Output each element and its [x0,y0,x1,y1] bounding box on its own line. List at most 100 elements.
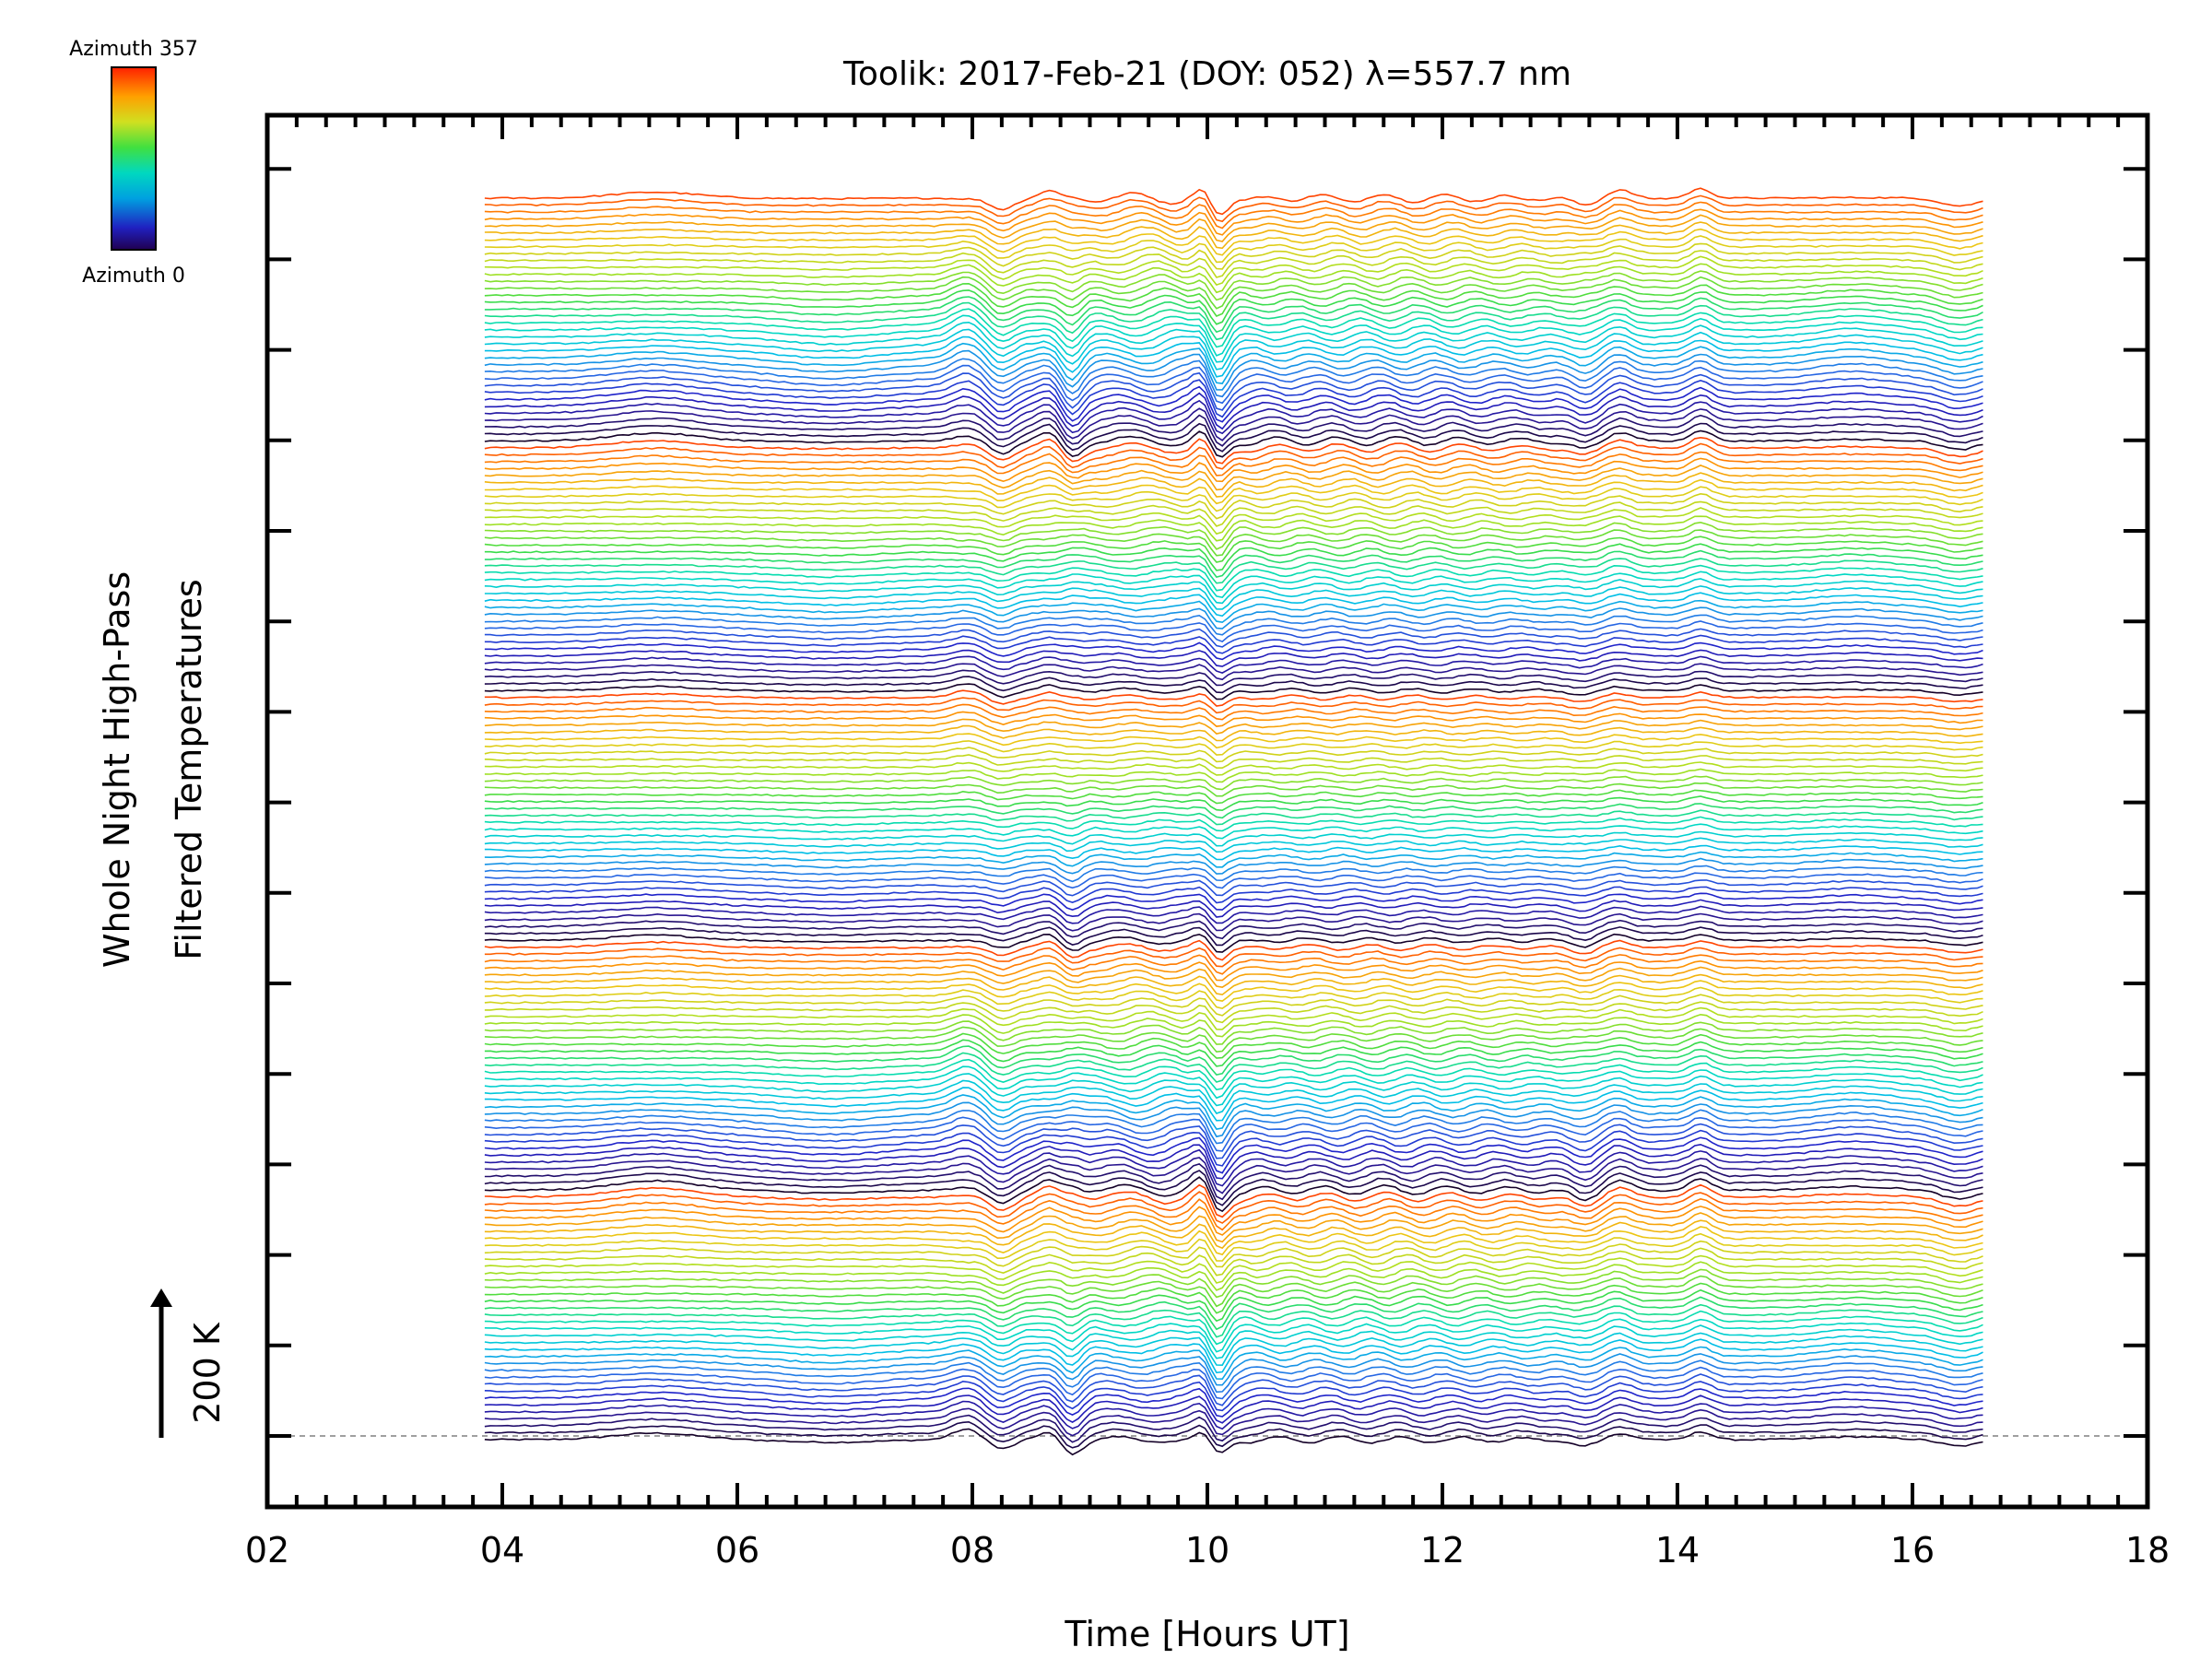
azimuth-trace [484,1073,1983,1107]
azimuth-trace [484,276,1983,310]
azimuth-trace [484,823,1983,840]
azimuth-trace [484,208,1983,236]
colorbar-gradient [111,66,157,251]
azimuth-trace [484,478,1983,505]
azimuth-trace [484,492,1983,520]
azimuth-trace [484,364,1983,405]
azimuth-trace [484,358,1983,398]
azimuth-trace [484,422,1983,453]
azimuth-trace [484,683,1983,700]
azimuth-trace [484,599,1983,624]
azimuth-trace [484,1170,1983,1206]
azimuth-trace [484,1366,1983,1400]
azimuth-trace [484,1087,1983,1122]
azimuth-trace [484,585,1983,610]
azimuth-trace [484,1163,1983,1201]
azimuth-trace [484,578,1983,605]
azimuth-trace [484,228,1983,256]
azimuth-trace [484,535,1983,563]
azimuth-trace [484,1310,1983,1346]
azimuth-trace [484,1006,1983,1030]
azimuth-trace [484,1232,1983,1262]
azimuth-trace [484,816,1983,832]
azimuth-trace [484,857,1983,875]
azimuth-trace [484,1039,1983,1067]
azimuth-trace [484,1420,1983,1449]
y-axis-label: Whole Night High-Pass Filtered Temperatu… [97,571,209,968]
x-tick-label: 08 [950,1530,994,1571]
azimuth-trace [484,1079,1983,1114]
azimuth-trace [484,1428,1983,1456]
azimuth-trace [484,980,1983,1002]
azimuth-trace [484,314,1983,357]
azimuth-trace [484,655,1983,674]
azimuth-trace [484,1219,1983,1250]
azimuth-trace [484,1045,1983,1076]
azimuth-trace [484,1157,1983,1194]
azimuth-trace [484,724,1983,742]
azimuth-trace [484,899,1983,918]
azimuth-trace [484,214,1983,242]
azimuth-trace [484,201,1983,229]
axis-ticks [265,115,2149,1507]
azimuth-trace [484,235,1983,264]
azimuth-trace [484,1261,1983,1291]
azimuth-trace [484,865,1983,883]
azimuth-trace [484,795,1983,812]
azimuth-trace [484,844,1983,861]
azimuth-trace [484,1013,1983,1038]
azimuth-trace [484,371,1983,411]
azimuth-trace [484,768,1983,783]
azimuth-trace [484,1026,1983,1053]
azimuth-trace [484,886,1983,904]
azimuth-trace [484,803,1983,819]
azimuth-trace [484,1400,1983,1430]
azimuth-trace [484,809,1983,826]
x-tick-label: 14 [1655,1530,1700,1571]
azimuth-trace [484,255,1983,287]
azimuth-trace [484,641,1983,661]
azimuth-trace [484,782,1983,797]
x-tick-label: 06 [715,1530,759,1571]
azimuth-trace [484,740,1983,756]
azimuth-trace [484,939,1983,961]
trace-group [484,187,1983,1456]
azimuth-trace [484,933,1983,953]
azimuth-trace [484,1136,1983,1174]
azimuth-trace [484,1268,1983,1299]
azimuth-trace [484,1288,1983,1323]
azimuth-trace [484,1247,1983,1277]
y-axis-label-line1: Whole Night High-Pass [97,571,137,968]
azimuth-trace [484,1183,1983,1218]
azimuth-trace [484,634,1983,654]
azimuth-trace [484,442,1983,470]
azimuth-trace [484,966,1983,989]
azimuth-trace [484,926,1983,947]
azimuth-trace [484,486,1983,512]
azimuth-trace [484,472,1983,498]
x-tick-label: 12 [1420,1530,1465,1571]
azimuth-trace [484,1380,1983,1412]
azimuth-trace [484,663,1983,681]
azimuth-trace [484,1303,1983,1338]
y-axis-label-line2: Filtered Temperatures [169,579,209,959]
azimuth-trace [484,385,1983,423]
azimuth-trace [484,718,1983,735]
azimuth-trace [484,194,1983,223]
azimuth-trace [484,429,1983,458]
x-tick-labels: 02 04 06 08 10 12 14 16 18 [245,1530,2170,1571]
azimuth-trace [484,1338,1983,1374]
azimuth-trace [484,994,1983,1017]
azimuth-trace [484,399,1983,435]
azimuth-trace [484,919,1983,940]
azimuth-trace [484,703,1983,721]
scale-indicator: 200 K [150,1288,228,1438]
azimuth-trace [484,436,1983,465]
azimuth-trace [484,1212,1983,1243]
azimuth-trace [484,349,1983,391]
chart-title: Toolik: 2017-Feb-21 (DOY: 052) λ=557.7 n… [842,55,1571,93]
azimuth-trace [484,500,1983,527]
azimuth-trace [484,872,1983,889]
azimuth-trace [484,1176,1983,1213]
